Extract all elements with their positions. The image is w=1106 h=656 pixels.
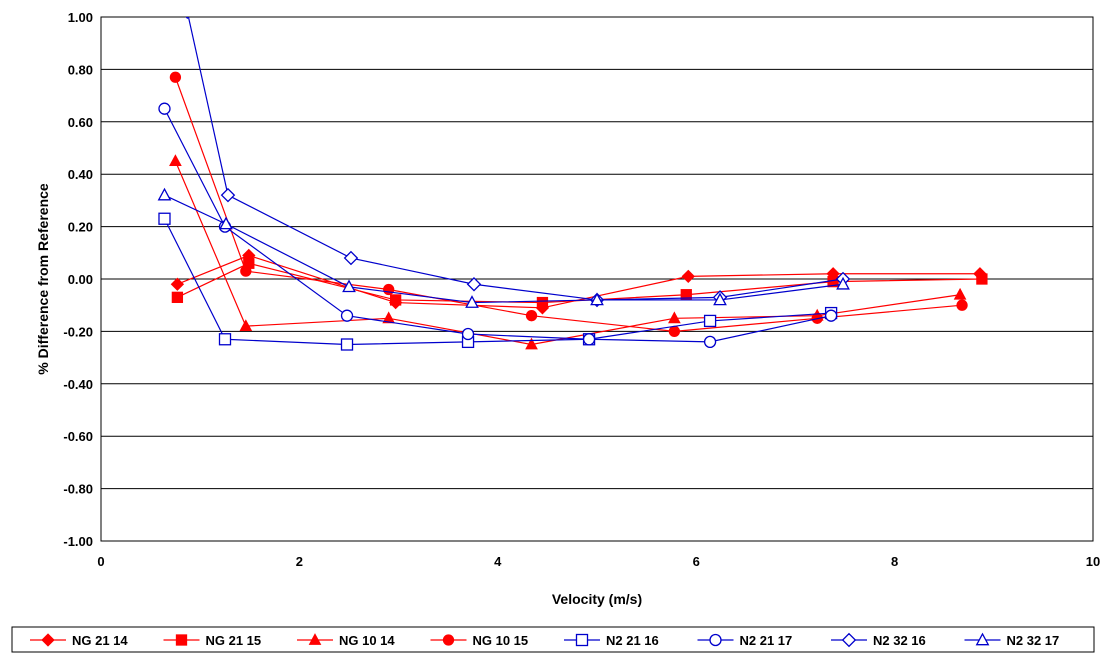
data-point — [575, 633, 589, 647]
legend-label: N2 21 16 — [606, 633, 659, 648]
x-tick-label: 10 — [1086, 554, 1100, 569]
legend-label: NG 21 15 — [206, 633, 262, 648]
data-point — [668, 311, 681, 324]
x-tick-label: 2 — [296, 554, 303, 569]
data-point — [681, 269, 695, 284]
legend-item: N2 21 16 — [564, 633, 659, 648]
x-tick-label: 8 — [891, 554, 898, 569]
data-point — [442, 634, 455, 646]
data-point — [953, 287, 967, 300]
y-tick-label: -0.40 — [63, 377, 93, 392]
y-tick-label: 1.00 — [68, 10, 93, 25]
legend-item: N2 32 17 — [964, 632, 1060, 648]
data-point — [703, 335, 717, 349]
data-point — [218, 333, 232, 346]
data-point — [158, 102, 171, 115]
legend-label: NG 21 14 — [72, 633, 128, 648]
data-point — [175, 634, 188, 646]
legend-label: N2 32 17 — [1007, 633, 1060, 648]
data-point — [703, 314, 717, 328]
legend-item: NG 10 15 — [430, 633, 529, 648]
y-tick-label: -0.20 — [63, 324, 93, 339]
legend-label: NG 10 14 — [339, 633, 395, 648]
y-tick-label: -0.60 — [63, 429, 93, 444]
legend-item: N2 21 17 — [697, 633, 793, 648]
x-axis-title: Velocity (m/s) — [552, 591, 642, 607]
y-tick-label: 0.20 — [68, 220, 93, 235]
data-point — [340, 338, 354, 351]
y-tick-label: 0.00 — [68, 272, 93, 287]
data-point — [713, 292, 727, 306]
data-point — [582, 333, 596, 346]
data-point — [709, 633, 722, 647]
x-tick-label: 0 — [97, 554, 104, 569]
data-point — [590, 292, 604, 306]
data-point — [308, 633, 322, 645]
legend-label: N2 32 16 — [873, 633, 926, 648]
series-ng-21-15 — [171, 257, 988, 309]
y-tick-labels: 1.00 0.80 0.60 0.40 0.20 0.00 -0.20 -0.40 -0.60 -… — [63, 10, 93, 549]
legend-item: N2 32 16 — [831, 632, 926, 648]
data-point — [219, 216, 233, 230]
data-point — [240, 265, 252, 277]
legend-item: NG 21 15 — [163, 633, 262, 648]
data-point — [466, 276, 482, 292]
data-point — [171, 291, 184, 303]
data-point — [525, 310, 538, 322]
data-point — [975, 632, 990, 646]
data-point — [536, 296, 549, 309]
data-point — [824, 309, 838, 322]
y-tick-label: 0.40 — [68, 167, 93, 182]
legend-label: N2 21 17 — [740, 633, 793, 648]
data-point — [389, 294, 402, 306]
legend: NG 21 14 NG 21 15 NG 10 14 NG 10 15 N2 21 16… — [11, 626, 1095, 653]
data-point — [342, 279, 356, 293]
y-axis-title: % Difference from Reference — [35, 183, 51, 375]
x-tick-labels: 0 2 4 6 8 10 — [97, 554, 1100, 569]
data-point — [169, 154, 182, 167]
data-point — [169, 71, 182, 83]
data-point — [220, 187, 236, 203]
y-tick-label: 0.60 — [68, 115, 93, 130]
data-point — [836, 276, 850, 290]
data-point — [340, 309, 354, 322]
data-point — [956, 299, 968, 311]
data-point — [185, 17, 190, 20]
data-point — [525, 337, 538, 350]
series-n2-32-17 — [157, 187, 850, 308]
y-tick-label: -0.80 — [63, 482, 93, 497]
data-point — [41, 633, 55, 647]
data-point — [170, 277, 185, 291]
data-point — [343, 250, 359, 266]
legend-item: NG 21 14 — [30, 633, 128, 648]
data-point — [976, 273, 988, 285]
data-point — [239, 319, 253, 332]
y-tick-label: 0.80 — [68, 62, 93, 77]
data-point — [158, 212, 171, 225]
y-tick-label: -1.00 — [63, 534, 93, 549]
legend-label: NG 10 15 — [473, 633, 529, 648]
data-point — [461, 327, 475, 341]
data-point — [841, 632, 857, 648]
data-point — [465, 295, 479, 308]
data-point — [668, 325, 681, 338]
legend-item: NG 10 14 — [297, 633, 395, 648]
gridlines — [101, 16, 1093, 542]
series-layer — [157, 17, 988, 351]
x-tick-label: 6 — [693, 554, 700, 569]
x-tick-label: 4 — [494, 554, 502, 569]
data-point — [157, 187, 172, 201]
